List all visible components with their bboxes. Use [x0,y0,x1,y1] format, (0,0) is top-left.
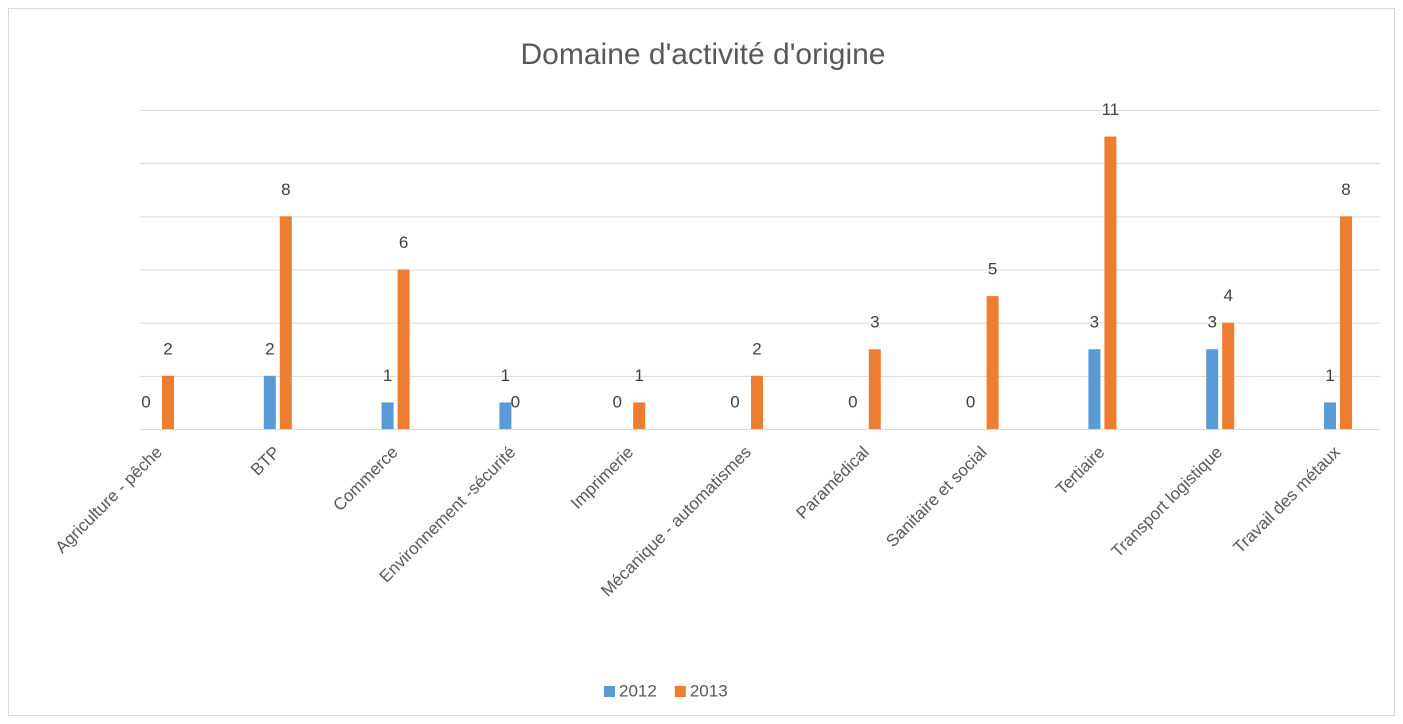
bar [397,269,410,429]
legend-swatch [674,686,686,697]
bar [1088,349,1101,429]
data-label: 11 [1102,100,1120,119]
data-label: 3 [870,313,879,332]
bar [279,216,292,429]
data-label: 0 [848,392,857,411]
data-label: 1 [383,366,392,385]
bar [633,402,646,429]
data-label: 1 [1325,366,1334,385]
bar [986,296,999,429]
legend-label: 2013 [690,681,728,700]
legend-swatch [604,686,615,697]
data-label: 2 [265,339,274,358]
data-label: 2 [752,339,761,358]
bar [1340,216,1352,429]
data-label: 0 [612,392,621,411]
data-label: 3 [1207,313,1216,332]
data-label: 1 [634,366,643,385]
bar [751,375,763,429]
bar [381,402,394,429]
chart-border [8,8,1395,716]
data-label: 0 [730,392,739,411]
bar [263,375,276,429]
legend-label: 2012 [619,681,657,700]
bar [162,375,174,429]
bar [1222,322,1235,429]
data-label: 0 [966,392,975,411]
data-label: 5 [988,260,997,279]
bar [1324,402,1336,429]
data-label: 3 [1090,313,1099,332]
bar [499,402,512,429]
chart-title: Domaine d'activité d'origine [521,38,886,71]
data-label: 0 [511,392,520,411]
bar [1206,349,1219,429]
data-label: 0 [141,392,150,411]
data-label: 4 [1223,286,1232,305]
data-label: 8 [1341,180,1350,199]
data-label: 6 [399,233,408,252]
bar [1104,136,1117,430]
data-label: 1 [501,366,510,385]
bar [868,349,881,429]
data-label: 2 [163,339,172,358]
data-label: 8 [281,180,290,199]
